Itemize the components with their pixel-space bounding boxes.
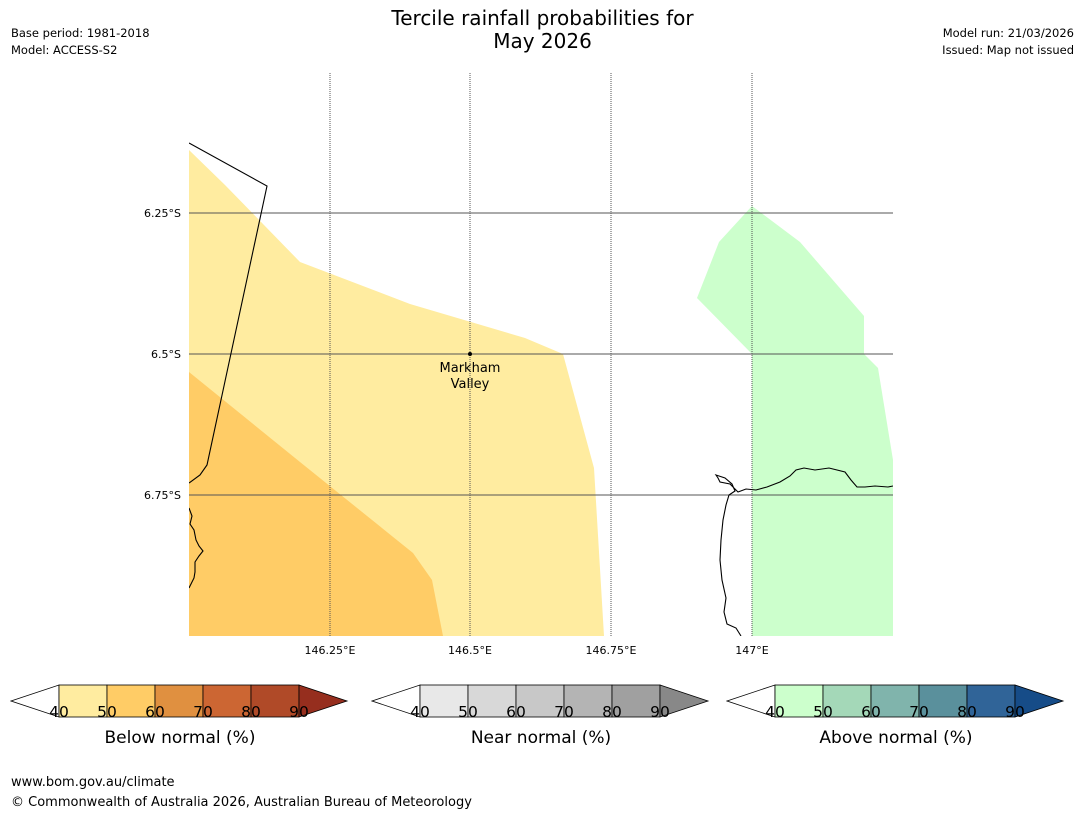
colorbar-segment: [202, 684, 252, 718]
base-period-text: Base period: 1981-2018: [11, 26, 150, 40]
colorbar-max-extension: [298, 684, 349, 718]
lon-label: 146.5°E: [448, 644, 492, 657]
coastline-west: [189, 507, 204, 589]
map-title: Tercile rainfall probabilities for May 2…: [0, 7, 1085, 53]
colorbar-tick-label: 70: [554, 703, 574, 721]
colorbar: [10, 684, 349, 718]
graticule: [189, 73, 893, 636]
colorbar-tick-label: 90: [650, 703, 670, 721]
colorbar-segment: [563, 684, 613, 718]
colorbar: [371, 684, 710, 718]
lat-label: 6.75°S: [144, 489, 181, 502]
colorbar-tick-label: 40: [49, 703, 69, 721]
colorbar-tick-label: 50: [97, 703, 117, 721]
colorbar-segment: [966, 684, 1016, 718]
header-meta-left: Base period: 1981-2018 Model: ACCESS-S2: [11, 25, 150, 59]
colorbar-max-extension: [659, 684, 710, 718]
rainfall-probability-map: 6.25°S 6.5°S 6.75°S 146.25°E 146.5°E 146…: [144, 73, 893, 657]
place-name-line2: Valley: [451, 377, 490, 392]
header-meta-right: Model run: 21/03/2026 Issued: Map not is…: [942, 25, 1074, 59]
colorbar-tick-label: 40: [765, 703, 785, 721]
colorbar-max-extension: [1014, 684, 1065, 718]
lon-label: 147°E: [735, 644, 768, 657]
colorbar-tick-label: 80: [241, 703, 261, 721]
colorbar-tick-label: 40: [410, 703, 430, 721]
colorbar-segment: [870, 684, 920, 718]
above-normal-40-50-region: [697, 206, 893, 636]
colorbar-segment: [774, 684, 824, 718]
colorbar-tick-label: 90: [289, 703, 309, 721]
boundary-line: [189, 142, 268, 484]
below-normal-50-60-region: [189, 372, 443, 636]
colorbar-tick-label: 50: [813, 703, 833, 721]
colorbar-segment: [154, 684, 204, 718]
legend-above-normal: 40 50 60 70 80 90 Above normal (%): [726, 684, 1066, 764]
map-title-line2: May 2026: [493, 29, 592, 53]
colorbar: [726, 684, 1065, 718]
model-run-text: Model run: 21/03/2026: [942, 26, 1074, 40]
lon-labels: 146.25°E 146.5°E 146.75°E 147°E: [305, 644, 769, 657]
lat-label: 6.5°S: [151, 348, 181, 361]
lon-label: 146.25°E: [305, 644, 356, 657]
coastline-east: [714, 467, 893, 636]
map-area: [189, 73, 893, 636]
lon-label: 146.75°E: [586, 644, 637, 657]
colorbar-tick-label: 60: [506, 703, 526, 721]
legend-title: Near normal (%): [470, 728, 612, 748]
legend-title: Above normal (%): [819, 728, 973, 748]
colorbar-tick-label: 70: [193, 703, 213, 721]
issued-text: Issued: Map not issued: [942, 43, 1074, 57]
legend-near-normal: 40 50 60 70 80 90 Near normal (%): [371, 684, 711, 764]
coastlines: [189, 142, 893, 636]
place-name-line1: Markham: [440, 361, 501, 376]
footer-copyright: © Commonwealth of Australia 2026, Austra…: [11, 795, 472, 810]
place-label: Markham Valley: [440, 361, 501, 392]
colorbar-segment: [515, 684, 565, 718]
colorbar-tick-label: 70: [909, 703, 929, 721]
colorbar-segment: [58, 684, 108, 718]
colorbar-segment: [467, 684, 517, 718]
lat-labels: 6.25°S 6.5°S 6.75°S: [144, 207, 181, 502]
model-text: Model: ACCESS-S2: [11, 43, 118, 57]
colorbar-segment: [611, 684, 661, 718]
colorbar-tick-label: 80: [602, 703, 622, 721]
location-dot: [468, 352, 472, 356]
footer-url[interactable]: www.bom.gov.au/climate: [11, 775, 175, 790]
colorbar-tick-label: 60: [145, 703, 165, 721]
colorbar-tick-label: 80: [957, 703, 977, 721]
legend-below-normal: 40 50 60 70 80 90 Below normal (%): [10, 684, 350, 764]
colorbar-tick-label: 50: [458, 703, 478, 721]
map-title-line1: Tercile rainfall probabilities for: [391, 6, 694, 30]
colorbar-tick-label: 90: [1005, 703, 1025, 721]
colorbar-segment: [106, 684, 156, 718]
lat-label: 6.25°S: [144, 207, 181, 220]
colorbar-tick-label: 60: [861, 703, 881, 721]
legend-title: Below normal (%): [104, 728, 256, 748]
